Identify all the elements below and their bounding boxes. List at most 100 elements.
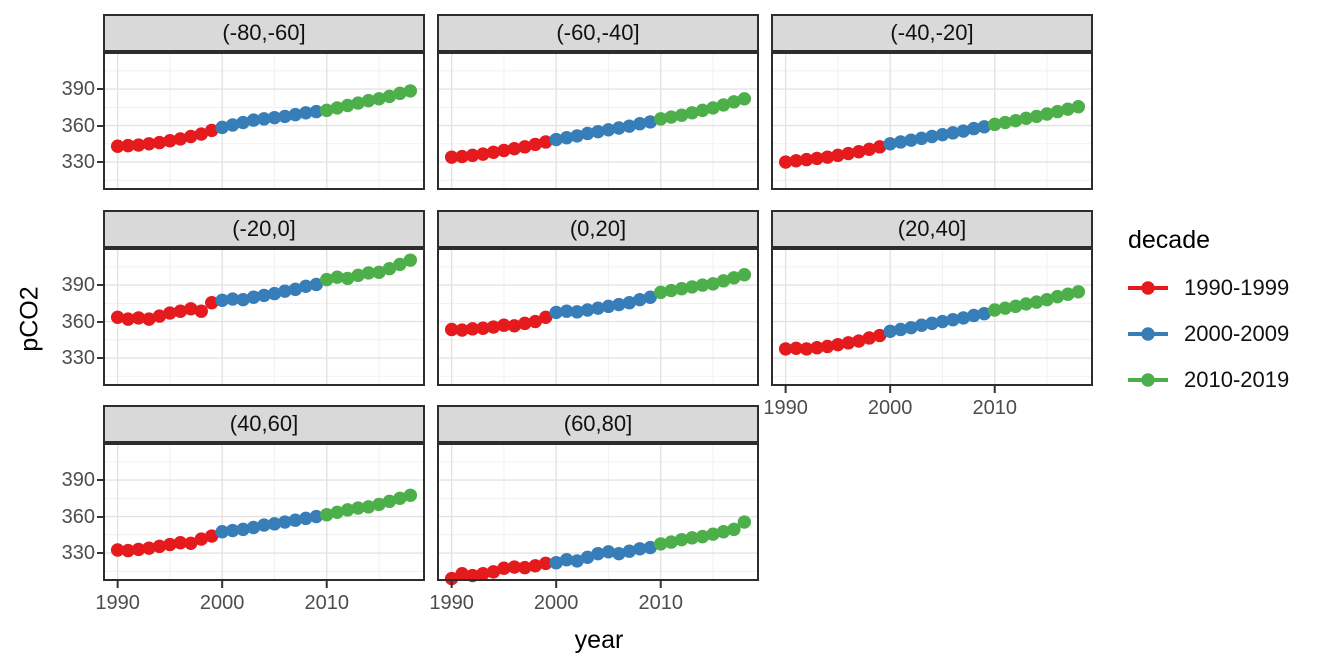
data-point	[914, 318, 929, 332]
data-point	[351, 501, 365, 515]
data-point	[497, 143, 511, 158]
data-point	[225, 118, 240, 132]
data-point	[340, 98, 355, 113]
data-point	[925, 129, 939, 144]
data-point	[946, 126, 960, 140]
data-point	[852, 334, 866, 348]
data-point	[267, 517, 282, 531]
data-point	[654, 112, 668, 126]
data-point	[403, 488, 418, 502]
data-point	[382, 494, 397, 509]
facet-strip-label: (20,40]	[897, 216, 967, 241]
data-point	[131, 542, 146, 557]
data-point	[935, 127, 950, 142]
data-point	[194, 304, 208, 318]
data-point	[518, 316, 532, 331]
data-point	[320, 103, 334, 118]
legend-key-dot	[1141, 327, 1155, 341]
legend-item: 2000-2009	[1128, 321, 1338, 347]
facet-strip: (-60,-40]	[437, 14, 759, 52]
data-point	[351, 96, 365, 110]
data-point	[967, 308, 981, 323]
legend-item-label: 2010-2019	[1184, 367, 1290, 392]
data-point	[820, 150, 835, 164]
data-point	[643, 115, 657, 129]
data-point	[1061, 287, 1075, 301]
data-point	[518, 560, 532, 575]
data-point	[236, 522, 250, 537]
data-point	[476, 147, 490, 161]
panel-border	[103, 52, 425, 190]
data-point	[831, 148, 845, 163]
data-point	[956, 311, 971, 325]
data-point	[1029, 109, 1044, 124]
facet-strip: (-20,0]	[103, 210, 425, 248]
data-point	[1008, 113, 1023, 128]
x-tick-label: 1990	[429, 592, 474, 614]
data-point	[142, 312, 156, 326]
panel-border	[771, 52, 1093, 190]
data-point	[956, 124, 971, 138]
data-point	[591, 124, 605, 139]
data-point	[727, 271, 741, 285]
data-point	[361, 266, 376, 280]
data-point	[205, 296, 219, 310]
facet-strip-label: (-80,-60]	[222, 20, 306, 45]
data-point	[841, 146, 856, 161]
facet-strip-label: (60,80]	[563, 411, 633, 436]
data-point	[914, 131, 929, 146]
data-point	[225, 523, 240, 538]
data-point	[121, 138, 135, 153]
legend: decade 1990-1999 2000-2009 2010-2019	[1128, 226, 1338, 393]
data-point	[152, 135, 167, 150]
y-tick-label: 330	[61, 151, 95, 174]
data-point	[299, 279, 313, 293]
data-point	[382, 89, 397, 104]
panel-border	[437, 443, 759, 581]
data-point	[257, 112, 271, 126]
y-tick-mark	[97, 515, 103, 518]
data-point	[382, 261, 397, 276]
data-point	[393, 257, 407, 272]
data-point	[622, 544, 637, 558]
data-point	[633, 117, 647, 131]
data-point	[393, 491, 407, 506]
data-point	[612, 121, 626, 135]
data-point	[706, 527, 720, 541]
data-point	[591, 301, 605, 315]
legend-key-icon	[1128, 373, 1168, 387]
data-point	[737, 92, 752, 106]
data-point	[977, 120, 991, 134]
data-point	[716, 525, 731, 539]
data-point	[1061, 102, 1075, 116]
data-point	[946, 313, 960, 327]
facet-panel	[437, 443, 759, 588]
data-point	[444, 150, 459, 164]
data-point	[163, 134, 177, 148]
data-point	[184, 536, 198, 551]
panel-background	[437, 52, 759, 190]
data-point	[476, 321, 490, 335]
data-point	[361, 93, 376, 108]
y-tick-mark	[97, 88, 103, 91]
data-point	[925, 316, 939, 331]
x-tick-label: 2010	[304, 592, 349, 614]
data-point	[580, 126, 595, 141]
data-point	[507, 560, 522, 574]
data-point	[799, 152, 814, 167]
data-point	[236, 292, 250, 307]
data-point	[486, 565, 501, 579]
data-point	[706, 277, 720, 291]
panel-border	[103, 443, 425, 581]
data-point	[465, 568, 480, 583]
y-tick-mark	[97, 479, 103, 482]
data-point	[570, 305, 584, 319]
data-point	[549, 132, 563, 147]
data-point	[601, 545, 616, 559]
data-point	[716, 98, 731, 112]
data-point	[862, 142, 876, 156]
legend-key-icon	[1128, 327, 1168, 341]
data-point	[194, 127, 208, 141]
data-point	[695, 278, 710, 292]
data-point	[215, 525, 229, 539]
